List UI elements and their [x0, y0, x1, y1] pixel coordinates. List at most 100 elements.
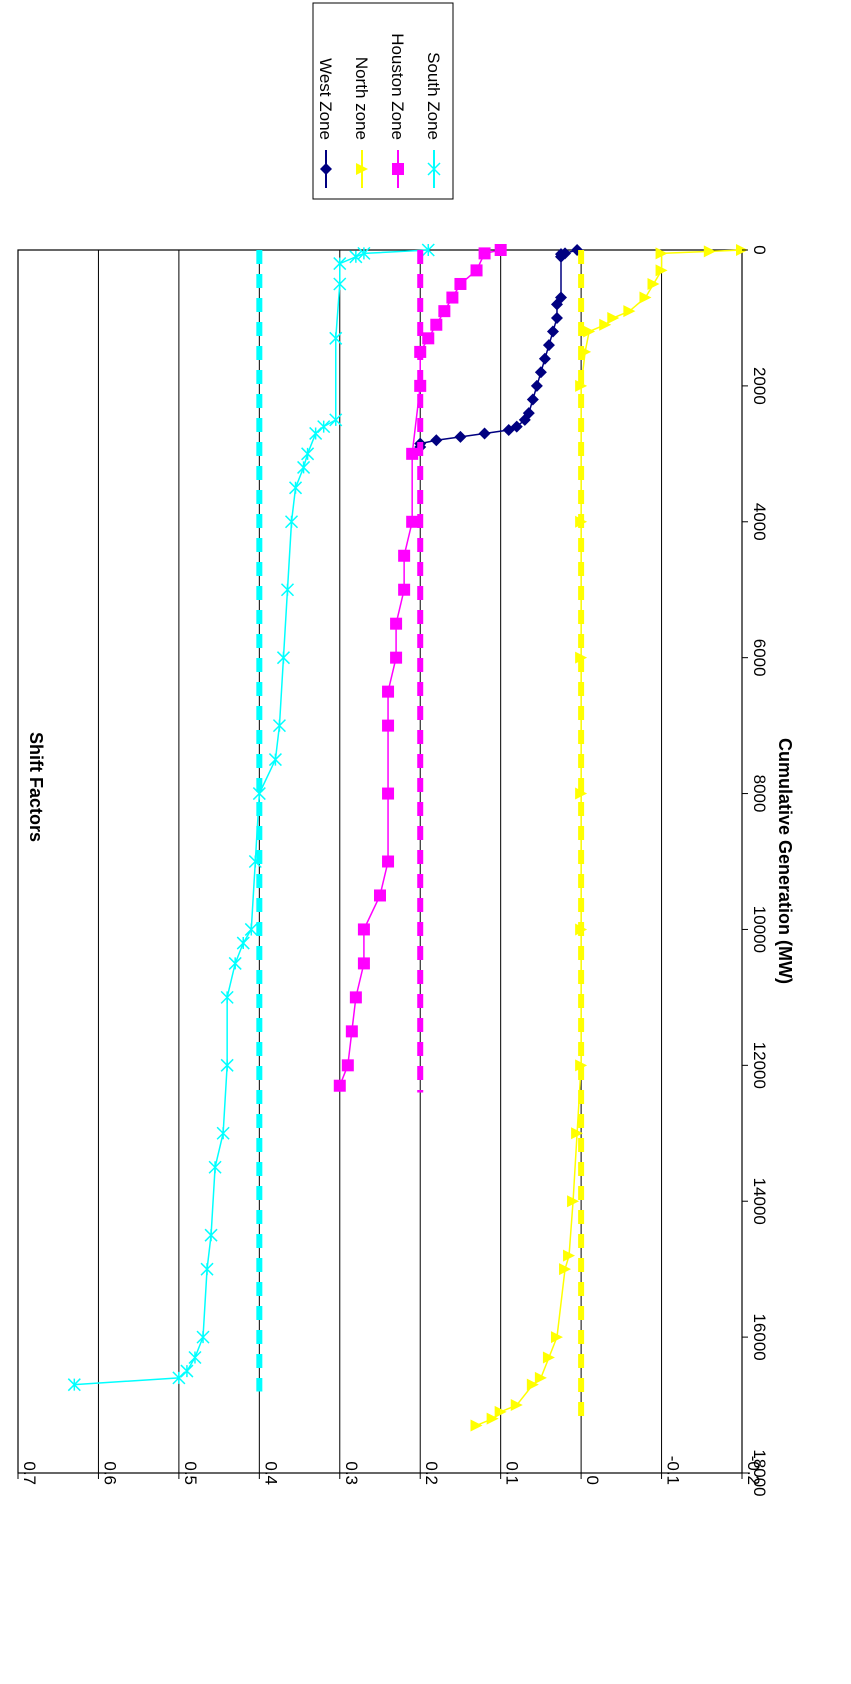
y-tick-label: 0.5 — [181, 1461, 200, 1485]
data-point — [623, 305, 636, 318]
series-group — [67, 243, 748, 1432]
data-point — [567, 1195, 580, 1208]
data-point — [655, 264, 668, 277]
series-2 — [333, 244, 507, 1092]
data-point — [228, 956, 242, 970]
legend-marker — [392, 163, 404, 175]
data-point — [526, 1378, 539, 1391]
data-point — [289, 481, 303, 495]
x-tick-label: 14000 — [750, 1178, 769, 1225]
data-point — [430, 318, 443, 331]
legend-marker — [427, 162, 441, 176]
plot-area — [17, 249, 743, 1474]
data-point — [534, 1371, 547, 1384]
data-point — [317, 420, 331, 434]
data-point — [333, 277, 347, 291]
data-point — [454, 277, 467, 290]
data-point — [398, 549, 411, 562]
legend-marker — [356, 163, 368, 175]
data-point — [559, 1263, 572, 1276]
data-point — [546, 325, 559, 338]
data-point — [216, 1126, 230, 1140]
data-point — [647, 277, 660, 290]
data-point — [526, 393, 539, 406]
x-tick-label: 8000 — [750, 775, 769, 813]
data-point — [571, 1127, 584, 1140]
data-point — [583, 325, 596, 338]
legend-marker — [320, 163, 332, 175]
data-point — [518, 413, 531, 426]
y-tick-label: 0.1 — [503, 1461, 522, 1485]
y-tick-label: 0 — [583, 1476, 602, 1485]
series-line — [419, 249, 578, 448]
data-point — [244, 922, 258, 936]
legend-box — [312, 2, 454, 200]
legend-label: West Zone — [316, 58, 335, 140]
y-tick-label: 0.3 — [342, 1461, 361, 1485]
y-axis-ticks: -0.2 -0.1 0 0.1 0.2 0.3 0.4 0.5 0.6 0.7 — [17, 1456, 763, 1485]
data-point — [382, 787, 395, 800]
data-point — [421, 243, 435, 257]
y-tick-label: 0.4 — [261, 1461, 280, 1485]
data-point — [502, 424, 515, 437]
data-point — [438, 305, 451, 318]
data-point — [550, 298, 563, 311]
data-point — [382, 855, 395, 868]
data-point — [297, 460, 311, 474]
data-point — [454, 430, 467, 443]
data-point — [530, 379, 543, 392]
data-point — [204, 1228, 218, 1242]
x-tick-label: 6000 — [750, 639, 769, 677]
gridlines — [17, 250, 743, 1473]
data-point — [301, 447, 315, 461]
data-point — [272, 719, 286, 733]
x-tick-label: 12000 — [750, 1042, 769, 1089]
y-axis-title: Shift Factors — [26, 732, 46, 842]
data-point — [268, 753, 282, 767]
data-point — [276, 651, 290, 665]
x-axis-ticks: 0 2000 4000 6000 8000 10000 12000 14000 16000 180… — [742, 245, 769, 1497]
data-point — [446, 291, 459, 304]
data-point — [329, 331, 343, 345]
data-point — [333, 257, 347, 271]
data-point — [534, 366, 547, 379]
data-point — [406, 515, 419, 528]
x-tick-label: 10000 — [750, 906, 769, 953]
data-point — [172, 1371, 186, 1385]
legend-label: South Zone — [424, 52, 443, 140]
data-point — [357, 923, 370, 936]
data-point — [538, 352, 551, 365]
series-line — [74, 249, 429, 1386]
data-point — [542, 339, 555, 352]
data-point — [510, 1399, 523, 1412]
data-point — [382, 685, 395, 698]
data-point — [390, 651, 403, 664]
data-point — [196, 1330, 210, 1344]
legend-items: West Zone North zone Houston Zone South Zon… — [316, 33, 443, 188]
y-tick-label: -0.1 — [664, 1456, 683, 1485]
data-point — [398, 583, 411, 596]
data-point — [406, 447, 419, 460]
data-point — [655, 247, 668, 260]
data-point — [703, 245, 716, 258]
y-tick-label: 0.6 — [100, 1461, 119, 1485]
data-point — [345, 1025, 358, 1038]
data-point — [599, 318, 612, 331]
data-point — [478, 427, 491, 440]
data-point — [470, 264, 483, 277]
x-tick-label: 16000 — [750, 1313, 769, 1360]
data-point — [357, 246, 371, 260]
data-point — [188, 1350, 202, 1365]
data-point — [220, 1058, 234, 1072]
x-tick-label: 0 — [750, 245, 769, 254]
data-point — [280, 583, 295, 597]
data-point — [236, 936, 250, 950]
data-point — [329, 413, 343, 427]
data-point — [349, 991, 362, 1004]
data-point — [374, 889, 386, 902]
series-1 — [470, 244, 748, 1432]
data-point — [382, 719, 395, 732]
legend-label: Houston Zone — [388, 33, 407, 140]
y-tick-label: 0.2 — [422, 1461, 441, 1485]
